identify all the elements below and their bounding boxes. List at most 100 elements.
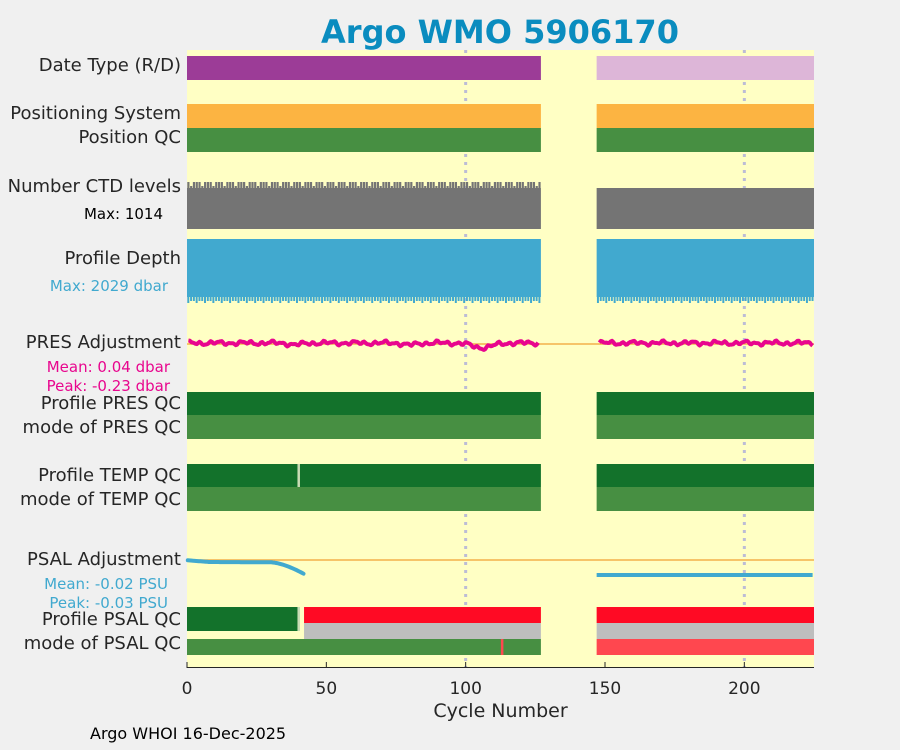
profile-depth-tick	[750, 297, 753, 301]
profile-depth-tick	[429, 297, 432, 303]
profile-depth-tick	[385, 297, 388, 301]
ctd-levels-notch	[262, 182, 265, 188]
profile-depth-tick	[688, 297, 691, 303]
ctd-levels-notch	[357, 186, 360, 188]
profile-depth-tick	[463, 297, 466, 303]
ctd-levels-notch	[206, 182, 209, 188]
mode-pres-qc-bar-late	[596, 415, 814, 439]
profile-depth-tick	[454, 297, 457, 303]
profile-depth-tick	[404, 297, 407, 303]
profile-depth-tick	[758, 297, 761, 301]
profile-depth-tick	[449, 297, 452, 301]
ctd-levels-notch	[215, 182, 218, 188]
profile-depth-tick	[521, 297, 524, 303]
profile-depth-tick	[418, 297, 421, 301]
ctd-levels-notch	[374, 182, 377, 188]
profile-depth-ticks	[187, 297, 814, 303]
ctd-levels-bar-early	[187, 188, 541, 229]
profile-depth-tick	[663, 297, 666, 303]
ctd-levels-notch	[376, 182, 379, 188]
profile-depth-tick	[465, 297, 468, 301]
profile-depth-tick	[226, 297, 229, 301]
ctd-levels-notch	[309, 182, 313, 188]
profile-depth-tick	[374, 297, 376, 301]
ctd-levels-notch	[496, 182, 499, 188]
psal-peak-label: Peak: -0.03 PSU	[49, 594, 168, 612]
ctd-levels-notch	[510, 182, 513, 188]
profile-depth-tick	[496, 297, 499, 303]
profile-depth-tick	[705, 297, 708, 303]
profile-depth-tick	[730, 297, 733, 303]
profile-depth-tick	[655, 297, 658, 303]
ctd-levels-notch	[530, 182, 533, 188]
profile-depth-tick	[298, 297, 301, 301]
profile-depth-tick	[683, 297, 686, 301]
profile-depth-tick	[647, 297, 650, 303]
mode-pres-qc-bar-early	[187, 415, 541, 439]
ctd-levels-notch	[507, 182, 510, 188]
profile-depth-tick	[627, 297, 630, 301]
date-type-bar-R	[596, 56, 814, 80]
positioning-system-bar-late	[596, 104, 814, 128]
ctd-levels-notch	[401, 186, 405, 188]
profile-depth-tick	[407, 297, 410, 301]
ctd-levels-notch	[502, 186, 505, 188]
profile-depth-tick	[368, 297, 371, 301]
profile-psal-qc-bar-missing-1	[304, 623, 541, 639]
profile-depth-tick	[605, 297, 608, 303]
ctd-levels-notch	[379, 186, 382, 188]
ctd-levels-notch	[329, 182, 332, 188]
profile-depth-tick	[443, 297, 446, 301]
profile-depth-tick	[747, 297, 750, 303]
profile-depth-tick	[360, 297, 363, 301]
ctd-levels-notch	[268, 186, 271, 188]
profile-depth-tick	[630, 297, 633, 303]
profile-depth-bar-late	[596, 239, 814, 297]
profile-depth-tick	[479, 297, 482, 303]
profile-depth-tick	[504, 297, 507, 303]
x-axis-label: Cycle Number	[433, 700, 567, 722]
profile-depth-tick	[686, 297, 689, 301]
profile-temp-qc-mark	[297, 464, 300, 487]
ctd-levels-notch	[195, 182, 198, 188]
ctd-levels-notch	[354, 182, 357, 188]
ctd-levels-notch	[220, 182, 223, 188]
ctd-levels-notch	[410, 182, 413, 188]
profile-depth-tick	[619, 297, 622, 301]
profile-depth-label: Profile Depth	[64, 248, 181, 269]
pres-adjustment-line-late	[597, 338, 814, 348]
ctd-levels-notch	[516, 182, 519, 188]
ctd-levels-label: Number CTD levels	[8, 176, 181, 197]
ctd-levels-notch	[198, 182, 201, 188]
ctd-levels-notch	[307, 182, 310, 188]
ctd-levels-notch	[479, 186, 483, 188]
footer-text: Argo WHOI 16-Dec-2025	[90, 724, 287, 743]
ctd-levels-max-label: Max: 1014	[84, 205, 163, 223]
ctd-levels-notch	[201, 186, 204, 188]
ctd-levels-notch	[229, 182, 232, 188]
position-qc-label: Position QC	[78, 127, 181, 148]
psal-adjustment-label: PSAL Adjustment	[27, 549, 181, 570]
ctd-levels-notch	[382, 182, 385, 188]
profile-depth-tick	[638, 297, 641, 303]
profile-depth-tick	[348, 297, 351, 301]
ctd-levels-notch	[504, 182, 508, 188]
ctd-levels-notch	[243, 182, 246, 188]
profile-depth-tick	[493, 297, 496, 301]
ctd-levels-notch	[282, 182, 285, 188]
ctd-levels-notch	[290, 186, 293, 188]
profile-depth-tick	[666, 297, 669, 301]
ctd-levels-notch	[407, 182, 410, 188]
profile-depth-tick	[262, 297, 265, 303]
profile-depth-tick	[290, 297, 293, 301]
ctd-levels-notch	[421, 182, 424, 188]
profile-depth-tick	[220, 297, 223, 303]
profile-depth-tick	[513, 297, 516, 303]
profile-depth-tick	[343, 297, 346, 301]
ctd-levels-notch	[340, 182, 343, 188]
profile-depth-tick	[245, 297, 248, 303]
ctd-levels-notch	[273, 182, 276, 188]
ctd-levels-notch	[245, 186, 249, 188]
ctd-levels-notch	[435, 186, 438, 188]
profile-depth-tick	[293, 297, 296, 301]
